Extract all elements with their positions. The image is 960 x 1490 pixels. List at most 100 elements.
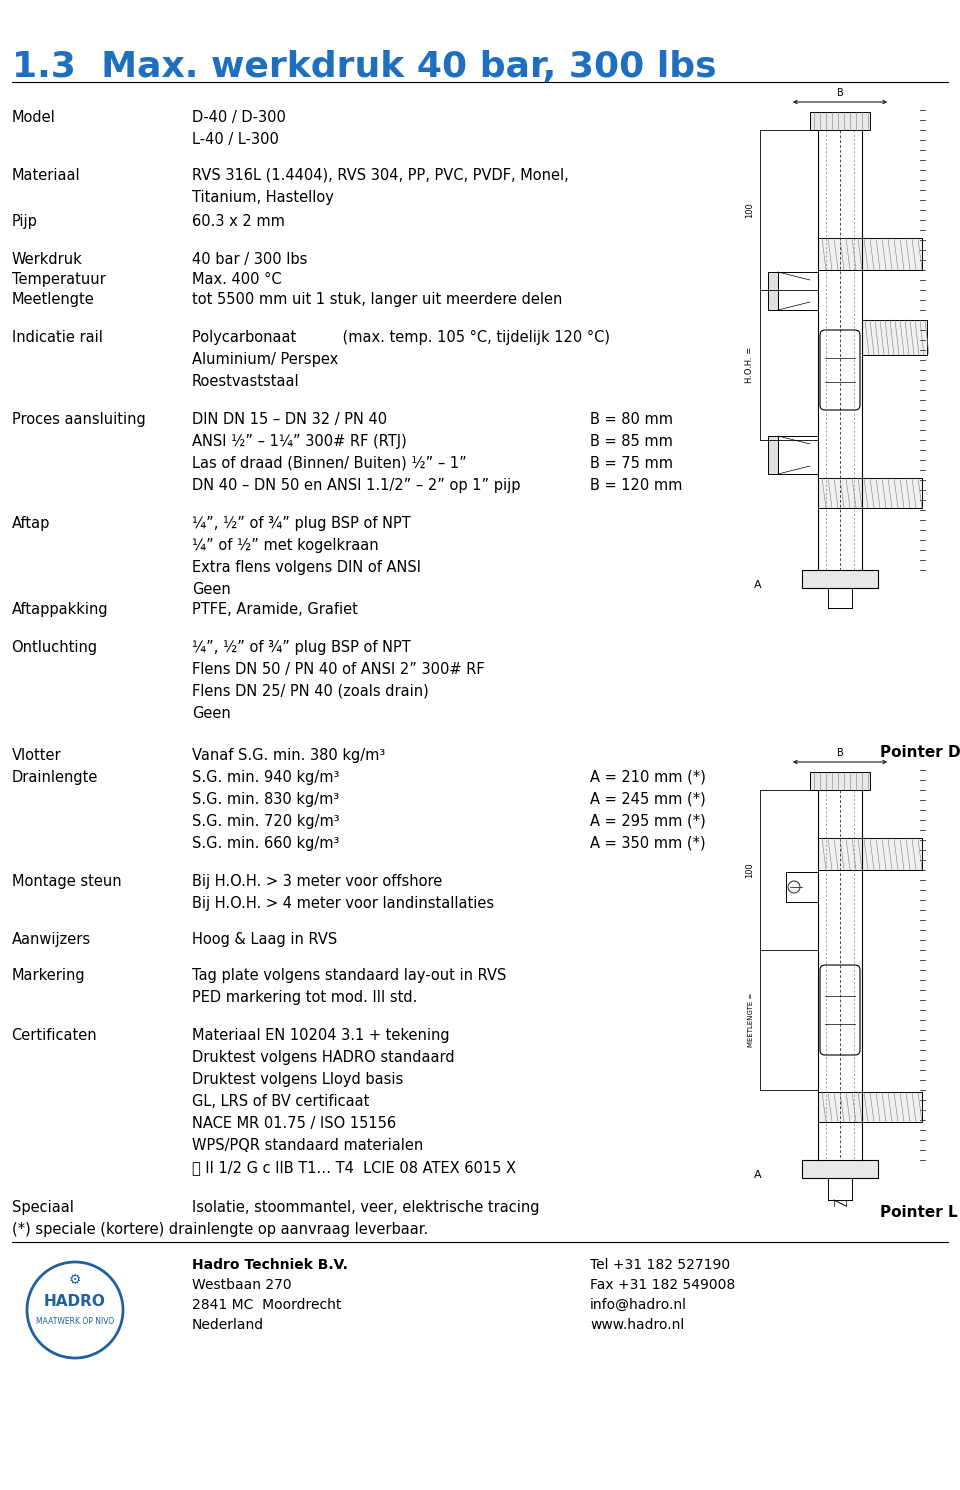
Text: A = 350 mm (*): A = 350 mm (*) [590, 836, 706, 851]
Text: Temperatuur: Temperatuur [12, 273, 106, 288]
Text: Titanium, Hastelloy: Titanium, Hastelloy [192, 191, 334, 206]
Text: H.O.H. =: H.O.H. = [745, 347, 754, 383]
Text: info@hadro.nl: info@hadro.nl [590, 1298, 687, 1313]
Text: PTFE, Aramide, Grafiet: PTFE, Aramide, Grafiet [192, 602, 358, 617]
Bar [818, 837, 922, 870]
Text: B = 120 mm: B = 120 mm [590, 478, 683, 493]
Text: Hadro Techniek B.V.: Hadro Techniek B.V. [192, 1258, 348, 1272]
Text: Speciaal: Speciaal [12, 1199, 73, 1214]
Text: Proces aansluiting: Proces aansluiting [12, 413, 145, 428]
Text: 2841 MC  Moordrecht: 2841 MC Moordrecht [192, 1298, 342, 1313]
FancyBboxPatch shape [820, 966, 860, 1055]
Text: Flens DN 50 / PN 40 of ANSI 2” 300# RF: Flens DN 50 / PN 40 of ANSI 2” 300# RF [192, 662, 485, 676]
Text: Meetlengte: Meetlengte [12, 292, 94, 307]
Text: Westbaan 270: Westbaan 270 [192, 1278, 292, 1292]
Text: S.G. min. 940 kg/m³: S.G. min. 940 kg/m³ [192, 770, 340, 785]
Bar [818, 1092, 922, 1122]
Text: Aftap: Aftap [12, 516, 50, 530]
Text: (*) speciale (kortere) drainlengte op aanvraag leverbaar.: (*) speciale (kortere) drainlengte op aa… [12, 1222, 428, 1237]
Text: Pijp: Pijp [12, 215, 37, 229]
Text: RVS 316L (1.4404), RVS 304, PP, PVC, PVDF, Monel,: RVS 316L (1.4404), RVS 304, PP, PVC, PVD… [192, 168, 568, 183]
Bar [768, 273, 778, 310]
Text: NACE MR 01.75 / ISO 15156: NACE MR 01.75 / ISO 15156 [192, 1116, 396, 1131]
Text: ANSI ½” – 1¼” 300# RF (RTJ): ANSI ½” – 1¼” 300# RF (RTJ) [192, 434, 407, 448]
Text: Vlotter: Vlotter [12, 748, 61, 763]
Text: Roestvaststaal: Roestvaststaal [192, 374, 300, 389]
Text: Certificaten: Certificaten [12, 1028, 97, 1043]
Text: B = 80 mm: B = 80 mm [590, 413, 673, 428]
Text: L-40 / L-300: L-40 / L-300 [192, 133, 278, 148]
Bar [862, 320, 927, 355]
Text: Bij H.O.H. > 3 meter voor offshore: Bij H.O.H. > 3 meter voor offshore [192, 875, 443, 890]
Text: MAATWERK OP NIVO: MAATWERK OP NIVO [36, 1317, 114, 1326]
Text: Geen: Geen [192, 583, 230, 597]
Text: 100: 100 [745, 863, 754, 878]
Text: www.hadro.nl: www.hadro.nl [590, 1319, 684, 1332]
Text: Aanwijzers: Aanwijzers [12, 933, 90, 948]
Text: Werkdruk: Werkdruk [12, 252, 83, 267]
Text: Markering: Markering [12, 968, 85, 983]
Text: GL, LRS of BV certificaat: GL, LRS of BV certificaat [192, 1094, 370, 1109]
Text: Geen: Geen [192, 706, 230, 721]
Bar [802, 571, 878, 589]
Text: A = 295 mm (*): A = 295 mm (*) [590, 814, 706, 828]
Text: PED markering tot mod. III std.: PED markering tot mod. III std. [192, 989, 418, 1004]
Text: DIN DN 15 – DN 32 / PN 40: DIN DN 15 – DN 32 / PN 40 [192, 413, 387, 428]
Text: ¼” of ½” met kogelkraan: ¼” of ½” met kogelkraan [192, 538, 378, 553]
Text: A = 210 mm (*): A = 210 mm (*) [590, 770, 706, 785]
Text: Aluminium/ Perspex: Aluminium/ Perspex [192, 352, 338, 367]
Text: Montage steun: Montage steun [12, 875, 121, 890]
Bar [802, 1161, 878, 1179]
Text: 1.3  Max. werkdruk 40 bar, 300 lbs: 1.3 Max. werkdruk 40 bar, 300 lbs [12, 51, 716, 83]
Text: Extra flens volgens DIN of ANSI: Extra flens volgens DIN of ANSI [192, 560, 421, 575]
Text: Aftappakking: Aftappakking [12, 602, 108, 617]
Text: Max. 400 °C: Max. 400 °C [192, 273, 281, 288]
Text: Drainlengte: Drainlengte [12, 770, 98, 785]
Text: Hoog & Laag in RVS: Hoog & Laag in RVS [192, 933, 337, 948]
Text: Tel +31 182 527190: Tel +31 182 527190 [590, 1258, 731, 1272]
Bar [810, 112, 870, 130]
Text: Polycarbonaat          (max. temp. 105 °C, tijdelijk 120 °C): Polycarbonaat (max. temp. 105 °C, tijdel… [192, 329, 610, 346]
Text: 100: 100 [745, 203, 754, 218]
Text: Isolatie, stoommantel, veer, elektrische tracing: Isolatie, stoommantel, veer, elektrische… [192, 1199, 540, 1214]
Text: Pointer D: Pointer D [880, 745, 960, 760]
Text: A: A [755, 580, 762, 590]
Text: B: B [836, 88, 844, 98]
Text: B = 85 mm: B = 85 mm [590, 434, 673, 448]
Text: Nederland: Nederland [192, 1319, 264, 1332]
Text: B: B [836, 748, 844, 758]
Text: Tag plate volgens standaard lay-out in RVS: Tag plate volgens standaard lay-out in R… [192, 968, 506, 983]
Bar [810, 772, 870, 790]
Text: Flens DN 25/ PN 40 (zoals drain): Flens DN 25/ PN 40 (zoals drain) [192, 684, 429, 699]
Text: B = 75 mm: B = 75 mm [590, 456, 673, 471]
Text: tot 5500 mm uit 1 stuk, langer uit meerdere delen: tot 5500 mm uit 1 stuk, langer uit meerd… [192, 292, 563, 307]
Bar [818, 238, 922, 270]
Text: ¼”, ½” of ¾” plug BSP of NPT: ¼”, ½” of ¾” plug BSP of NPT [192, 516, 411, 530]
Text: A = 245 mm (*): A = 245 mm (*) [590, 793, 706, 808]
Text: Materiaal: Materiaal [12, 168, 80, 183]
Text: Pointer L: Pointer L [880, 1205, 958, 1220]
Bar [818, 478, 922, 508]
Ellipse shape [788, 881, 800, 893]
Text: Druktest volgens HADRO standaard: Druktest volgens HADRO standaard [192, 1050, 455, 1065]
Text: ⓔ II 1/2 G c IIB T1… T4  LCIE 08 ATEX 6015 X: ⓔ II 1/2 G c IIB T1… T4 LCIE 08 ATEX 601… [192, 1161, 516, 1176]
Text: Model: Model [12, 110, 56, 125]
Text: Materiaal EN 10204 3.1 + tekening: Materiaal EN 10204 3.1 + tekening [192, 1028, 449, 1043]
Text: 60.3 x 2 mm: 60.3 x 2 mm [192, 215, 285, 229]
Text: WPS/PQR standaard materialen: WPS/PQR standaard materialen [192, 1138, 423, 1153]
Text: ⚙: ⚙ [69, 1272, 82, 1287]
Text: A: A [755, 1170, 762, 1180]
Text: Druktest volgens Lloyd basis: Druktest volgens Lloyd basis [192, 1071, 403, 1088]
Text: Vanaf S.G. min. 380 kg/m³: Vanaf S.G. min. 380 kg/m³ [192, 748, 385, 763]
Text: MEETLENGTE =: MEETLENGTE = [748, 992, 754, 1047]
Text: HADRO: HADRO [44, 1295, 106, 1310]
FancyBboxPatch shape [820, 329, 860, 410]
Text: ¼”, ½” of ¾” plug BSP of NPT: ¼”, ½” of ¾” plug BSP of NPT [192, 641, 411, 656]
Text: 40 bar / 300 lbs: 40 bar / 300 lbs [192, 252, 307, 267]
Text: Indicatie rail: Indicatie rail [12, 329, 103, 346]
Bar [768, 437, 778, 474]
Text: Las of draad (Binnen/ Buiten) ½” – 1”: Las of draad (Binnen/ Buiten) ½” – 1” [192, 456, 467, 471]
Text: S.G. min. 720 kg/m³: S.G. min. 720 kg/m³ [192, 814, 340, 828]
Text: Fax +31 182 549008: Fax +31 182 549008 [590, 1278, 735, 1292]
Text: DN 40 – DN 50 en ANSI 1.1/2” – 2” op 1” pijp: DN 40 – DN 50 en ANSI 1.1/2” – 2” op 1” … [192, 478, 520, 493]
